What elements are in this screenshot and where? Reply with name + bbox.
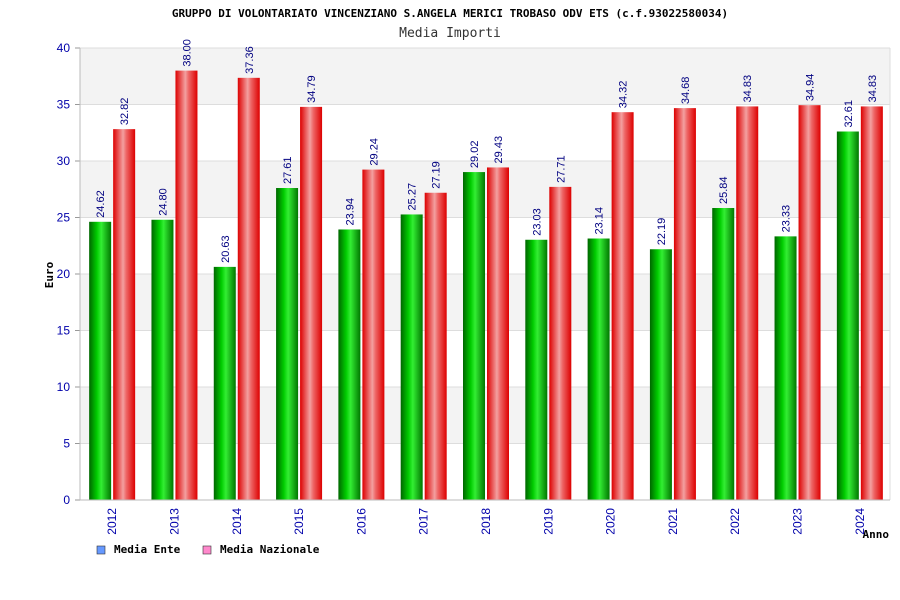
legend: Media Ente Media Nazionale [96, 543, 320, 556]
value-label: 29.24 [368, 138, 380, 166]
x-tick-label: 2012 [105, 508, 119, 535]
bar-media-ente [836, 131, 859, 500]
plot-band [80, 104, 890, 161]
value-label: 29.43 [493, 136, 505, 164]
y-tick-label: 15 [57, 324, 71, 338]
bar-media-nazionale [300, 106, 323, 501]
y-axis-ticks: 0 5 10 15 20 25 30 35 40 [57, 41, 80, 507]
value-label: 37.36 [244, 46, 256, 74]
y-tick-label: 0 [63, 493, 70, 507]
bar-media-nazionale [860, 106, 883, 501]
value-label: 24.80 [157, 188, 169, 216]
y-tick-label: 25 [57, 211, 71, 225]
x-tick-label: 2018 [479, 508, 493, 535]
value-label: 23.33 [781, 205, 793, 233]
bar-media-ente [525, 239, 548, 501]
bar-media-ente [276, 188, 299, 500]
x-tick-label: 2017 [417, 508, 431, 535]
x-tick-label: 2021 [666, 508, 680, 535]
y-tick-label: 20 [57, 267, 71, 281]
x-tick-label: 2014 [230, 508, 244, 535]
legend-label-media-nazionale: Media Nazionale [220, 543, 320, 556]
x-axis-ticks: 2012 2013 2014 2015 2016 2017 2018 2019 2020 2021… [105, 508, 867, 535]
bar-media-nazionale [424, 192, 447, 501]
bar-media-nazionale [487, 167, 509, 501]
legend-swatch-media-nazionale [202, 545, 212, 555]
x-tick-label: 2015 [292, 508, 306, 535]
bar-media-ente [213, 266, 236, 500]
bar-media-ente [463, 172, 485, 500]
value-label: 23.14 [594, 207, 606, 235]
plot-band [80, 48, 890, 105]
value-label: 38.00 [181, 39, 193, 67]
bar-media-nazionale [113, 129, 136, 500]
bar-media-ente [151, 219, 174, 500]
y-tick-label: 5 [63, 437, 70, 451]
bar-media-nazionale [175, 70, 198, 500]
value-label: 32.61 [843, 100, 855, 128]
value-label: 32.82 [119, 98, 131, 126]
bar-media-nazionale [798, 105, 821, 500]
value-label: 34.94 [805, 74, 817, 102]
bar-media-ente [649, 249, 672, 500]
x-tick-label: 2016 [354, 508, 368, 535]
value-label: 24.62 [95, 190, 107, 218]
value-label: 25.27 [407, 183, 419, 211]
value-label: 27.61 [282, 156, 294, 184]
bar-media-ente [338, 229, 361, 500]
bar-media-nazionale [673, 108, 696, 500]
x-tick-label: 2022 [728, 508, 742, 535]
value-label: 25.84 [718, 176, 730, 204]
value-label: 34.83 [742, 75, 754, 103]
value-label: 22.19 [656, 218, 668, 246]
bar-media-nazionale [611, 112, 634, 501]
bar-media-ente [400, 214, 423, 500]
bar-media-ente [587, 238, 610, 500]
y-axis-label: Euro [43, 261, 56, 288]
chart-subtitle: Media Importi [399, 26, 501, 41]
x-tick-label: 2020 [604, 508, 618, 535]
x-tick-label: 2024 [853, 508, 867, 535]
value-label: 34.79 [306, 75, 318, 103]
x-tick-label: 2019 [541, 508, 555, 535]
bar-media-nazionale [237, 77, 260, 500]
value-label: 27.71 [555, 155, 567, 183]
bar-media-ente [712, 208, 735, 500]
bar-media-ente [89, 221, 112, 500]
value-label: 34.68 [680, 77, 692, 105]
bar-media-ente [774, 236, 797, 500]
value-label: 29.02 [469, 141, 481, 169]
value-label: 34.32 [618, 81, 630, 109]
value-label: 23.03 [531, 208, 543, 236]
legend-label-media-ente: Media Ente [114, 543, 181, 556]
legend-swatch-media-ente [96, 545, 106, 555]
chart-title: GRUPPO DI VOLONTARIATO VINCENZIANO S.ANG… [172, 7, 728, 20]
value-label: 20.63 [220, 235, 232, 263]
bar-media-nazionale [549, 186, 572, 500]
x-axis-label: Anno [863, 528, 890, 541]
value-label: 34.83 [867, 75, 879, 103]
value-label: 27.19 [431, 161, 443, 189]
value-label: 23.94 [344, 198, 356, 226]
value-labels: 24.62 32.82 24.80 38.00 20.63 37.36 27.61 34.79… [95, 39, 879, 263]
x-tick-label: 2023 [791, 508, 805, 535]
y-tick-label: 35 [57, 98, 71, 112]
y-tick-label: 40 [57, 41, 71, 55]
bar-media-nazionale [362, 169, 385, 500]
bars [89, 70, 883, 501]
y-tick-label: 30 [57, 154, 71, 168]
y-tick-label: 10 [57, 380, 71, 394]
x-tick-label: 2013 [167, 508, 181, 535]
bar-media-nazionale [736, 106, 759, 501]
